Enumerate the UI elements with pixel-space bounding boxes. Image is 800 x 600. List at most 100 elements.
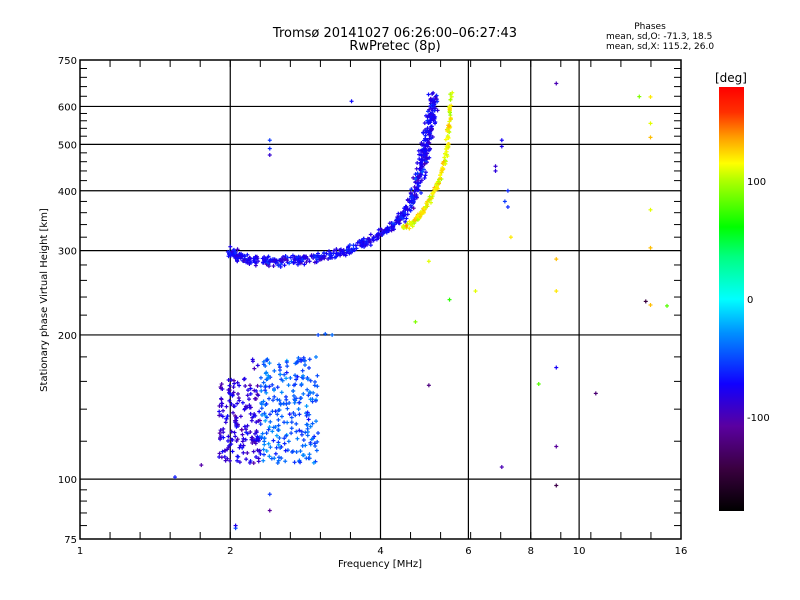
o-mode-point (408, 190, 413, 195)
o-mode-point (253, 263, 258, 268)
e-region-point (231, 390, 236, 395)
e-region-point (287, 412, 292, 417)
y-tick-label: 100 (58, 475, 77, 486)
colorbar-ticks: 100 0 -100 (747, 177, 770, 424)
e-region-point (221, 430, 226, 435)
o-mode-point (423, 159, 428, 164)
e-region-point (313, 379, 318, 384)
e-region-point (314, 419, 319, 424)
e-region-point (248, 411, 253, 416)
e-region-point (218, 384, 223, 389)
e-region-point (270, 382, 275, 387)
e-region-point (284, 397, 289, 402)
o-mode-point (281, 254, 286, 259)
e-region-point (244, 457, 249, 462)
e-region-point (269, 456, 274, 461)
o-mode-point (305, 256, 310, 261)
e-region-point (267, 361, 272, 366)
o-mode-point (422, 121, 427, 126)
e-region-point (233, 434, 238, 439)
o-mode-point (415, 160, 420, 165)
e-region-point (303, 363, 308, 368)
o-mode-point (398, 211, 403, 216)
e-region-point (248, 386, 253, 391)
e-region-point (307, 365, 312, 370)
e-region-point (276, 442, 281, 447)
e-region-point (294, 449, 299, 454)
e-region-point (242, 376, 247, 381)
o-mode-point (337, 248, 342, 253)
e-region-point (232, 430, 237, 435)
x-mode-point (443, 137, 448, 142)
scatter-point (323, 331, 328, 336)
scatter-point (233, 523, 238, 528)
e-region-point (256, 456, 261, 461)
o-mode-point (422, 176, 427, 181)
e-region-point (297, 412, 302, 417)
e-region-point (282, 441, 287, 446)
o-mode-point (295, 262, 300, 267)
e-region-point (301, 453, 306, 458)
o-mode-point (283, 257, 288, 262)
e-region-point (227, 458, 232, 463)
e-region-point (291, 393, 296, 398)
e-region-point (235, 391, 240, 396)
e-region-point (284, 370, 289, 375)
y-tick-label: 400 (58, 187, 77, 198)
o-mode-point (255, 256, 260, 261)
e-region-point (262, 442, 267, 447)
scatter-point (413, 319, 418, 324)
o-mode-point (421, 167, 426, 172)
e-region-point (314, 354, 319, 359)
e-region-point (304, 422, 309, 427)
scatter-point (593, 391, 598, 396)
e-region-point (263, 402, 268, 407)
e-region-point (254, 420, 259, 425)
e-region-point (299, 396, 304, 401)
e-region-point (231, 385, 236, 390)
e-region-point (263, 364, 268, 369)
e-region-point (217, 403, 222, 408)
o-mode-point (360, 243, 365, 248)
o-mode-point (278, 258, 283, 263)
y-tick-label: 600 (58, 102, 77, 113)
e-region-point (301, 438, 306, 443)
e-region-point (299, 429, 304, 434)
o-mode-point (271, 259, 276, 264)
e-region-point (217, 431, 222, 436)
x-mode-point (448, 92, 453, 97)
e-region-point (305, 410, 310, 415)
e-region-point (255, 363, 260, 368)
e-region-point (291, 410, 296, 415)
o-mode-point (425, 126, 430, 131)
o-mode-point (426, 140, 431, 145)
e-region-point (296, 355, 301, 360)
x-mode-point (442, 155, 447, 160)
x-mode-point (404, 223, 409, 228)
e-region-point (226, 377, 231, 382)
o-mode-point (271, 264, 276, 269)
o-mode-point (302, 262, 307, 267)
o-mode-point (261, 260, 266, 265)
o-mode-point (384, 229, 389, 234)
e-region-point (301, 355, 306, 360)
e-region-point (256, 393, 261, 398)
o-mode-point (289, 259, 294, 264)
x-tick-label: 16 (675, 546, 688, 557)
o-mode-point (432, 108, 437, 113)
scatter-point (172, 475, 177, 480)
o-mode-point (420, 169, 425, 174)
e-region-point (241, 436, 246, 441)
e-region-point (301, 391, 306, 396)
scatter-point (267, 146, 272, 151)
e-region-point (276, 423, 281, 428)
e-region-point (271, 398, 276, 403)
e-region-point (293, 373, 298, 378)
e-region-point (278, 372, 283, 377)
e-region-point (221, 408, 226, 413)
e-region-point (270, 429, 275, 434)
e-region-point (291, 383, 296, 388)
e-region-point (286, 383, 291, 388)
e-region-point (284, 433, 289, 438)
data-points (172, 81, 670, 531)
